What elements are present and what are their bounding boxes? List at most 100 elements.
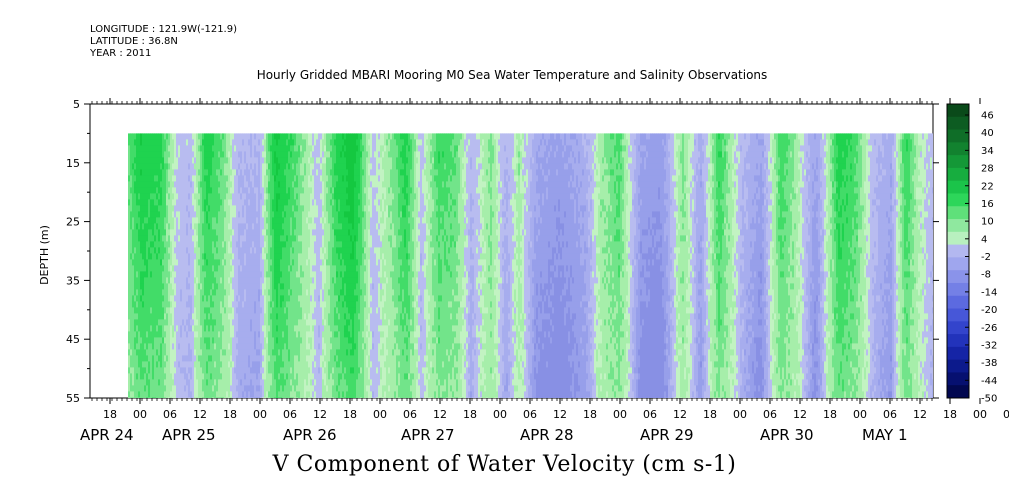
heat-cell xyxy=(210,265,213,272)
heat-cell xyxy=(282,325,285,332)
heat-cell xyxy=(180,319,183,326)
heat-cell xyxy=(266,259,269,266)
heat-cell xyxy=(280,151,283,158)
heat-cell xyxy=(278,265,281,272)
heat-cell xyxy=(146,307,149,314)
heat-cell xyxy=(194,265,197,272)
heat-cell xyxy=(144,307,147,314)
heat-cell xyxy=(160,331,163,338)
heat-cell xyxy=(158,391,161,398)
heat-cell xyxy=(152,187,155,194)
heat-cell xyxy=(166,157,169,164)
heat-cell xyxy=(262,241,265,248)
heat-cell xyxy=(140,241,143,248)
heat-cell xyxy=(208,277,211,284)
heat-cell xyxy=(164,397,167,398)
heat-cell xyxy=(284,217,287,224)
heat-cell xyxy=(140,151,143,158)
heat-cell xyxy=(146,355,149,362)
heat-cell xyxy=(134,391,137,398)
heat-cell xyxy=(276,373,279,380)
heat-cell xyxy=(216,133,219,140)
heat-cell xyxy=(150,265,153,272)
heat-cell xyxy=(144,313,147,320)
heat-cell xyxy=(220,265,223,272)
heat-cell xyxy=(198,385,201,392)
heat-cell xyxy=(246,229,249,236)
heat-cell xyxy=(242,247,245,254)
heat-cell xyxy=(142,205,145,212)
heat-cell xyxy=(294,145,297,152)
heat-cell xyxy=(152,247,155,254)
heat-cell xyxy=(264,229,267,236)
heat-cell xyxy=(210,313,213,320)
heat-cell xyxy=(160,229,163,236)
heat-cell xyxy=(270,337,273,344)
heat-cell xyxy=(258,193,261,200)
heat-cell xyxy=(166,199,169,206)
heat-cell xyxy=(272,133,275,140)
heat-cell xyxy=(270,313,273,320)
heat-cell xyxy=(232,145,235,152)
heat-cell xyxy=(144,385,147,392)
heat-cell xyxy=(292,151,295,158)
heat-cell xyxy=(128,223,131,230)
heat-cell xyxy=(132,313,135,320)
heat-cell xyxy=(278,253,281,260)
heat-cell xyxy=(138,313,141,320)
heat-cell xyxy=(274,235,277,242)
heat-cell xyxy=(162,133,165,140)
heat-cell xyxy=(130,151,133,158)
heat-cell xyxy=(222,331,225,338)
heat-cell xyxy=(240,187,243,194)
heat-cell xyxy=(240,181,243,188)
heat-cell xyxy=(154,271,157,278)
heat-cell xyxy=(184,391,187,398)
heat-cell xyxy=(148,217,151,224)
heat-cell xyxy=(174,247,177,254)
heat-cell xyxy=(216,163,219,170)
heat-cell xyxy=(286,301,289,308)
heat-cell xyxy=(190,157,193,164)
heat-cell xyxy=(292,325,295,332)
heat-cell xyxy=(260,337,263,344)
heat-cell xyxy=(136,265,139,272)
heat-cell xyxy=(264,319,267,326)
heat-cell xyxy=(196,343,199,350)
heat-cell xyxy=(198,265,201,272)
heat-cell xyxy=(148,253,151,260)
heat-cell xyxy=(158,271,161,278)
heat-cell xyxy=(152,259,155,266)
heat-cell xyxy=(250,331,253,338)
heat-cell xyxy=(216,247,219,254)
heat-cell xyxy=(208,361,211,368)
heat-cell xyxy=(268,343,271,350)
heat-cell xyxy=(206,145,209,152)
heat-cell xyxy=(232,367,235,374)
heat-cell xyxy=(152,295,155,302)
heat-cell xyxy=(184,379,187,386)
heat-cell xyxy=(240,241,243,248)
heat-cell xyxy=(154,241,157,248)
heat-cell xyxy=(144,199,147,206)
heat-cell xyxy=(172,313,175,320)
heat-cell xyxy=(182,193,185,200)
heat-cell xyxy=(212,223,215,230)
heat-cell xyxy=(216,349,219,356)
heat-cell xyxy=(284,289,287,296)
heat-cell xyxy=(180,373,183,380)
heat-cell xyxy=(138,391,141,398)
heat-cell xyxy=(168,307,171,314)
heat-cell xyxy=(174,133,177,140)
heat-cell xyxy=(156,253,159,260)
heat-cell xyxy=(222,205,225,212)
heat-cell xyxy=(192,157,195,164)
heat-cell xyxy=(236,145,239,152)
heat-cell xyxy=(214,139,217,146)
heat-cell xyxy=(220,283,223,290)
heat-cell xyxy=(260,259,263,266)
heat-cell xyxy=(180,247,183,254)
heat-cell xyxy=(268,349,271,356)
heat-cell xyxy=(192,139,195,146)
heat-cell xyxy=(216,253,219,260)
